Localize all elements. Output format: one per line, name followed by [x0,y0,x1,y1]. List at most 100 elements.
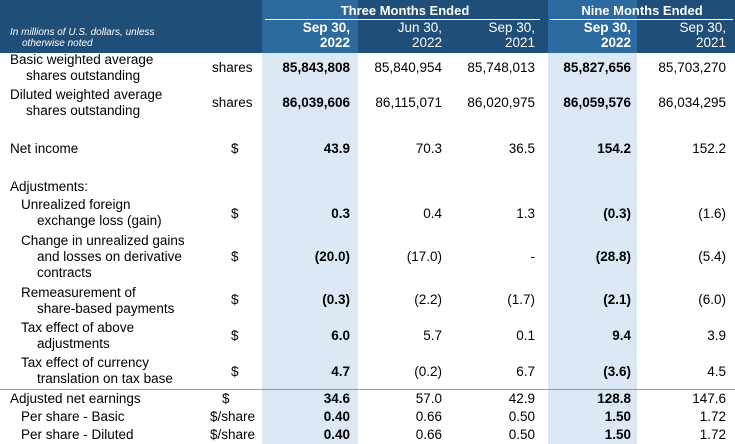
row-unit: $/share [210,427,256,442]
row-label: translation on tax base [37,371,173,386]
row-label: Basic weighted average [10,52,154,67]
col-header-2-line2: 2021 [504,35,535,50]
cell-value: 1.50 [604,409,631,424]
cell-value: 42.9 [508,391,535,406]
cell-value: 0.1 [516,328,535,343]
cell-value: (20.0) [314,249,350,264]
cell-value: (1.7) [507,292,535,307]
group-underline-three-months [265,19,540,20]
cell-value: (3.6) [603,364,631,379]
row-label: exchange loss (gain) [37,213,162,228]
col-header-2-line1: Sep 30, [488,20,535,35]
cell-value: 1.3 [516,206,535,221]
row-label: Unrealized foreign [21,197,131,212]
cell-value: 3.9 [707,328,726,343]
row-label: share-based payments [37,301,175,316]
cell-value: 43.9 [323,141,350,156]
col-header-4-line1: Sep 30, [679,20,726,35]
group-header-three-months: Three Months Ended [340,3,470,18]
row-unit: $ [231,292,239,307]
cell-value: 0.50 [508,427,535,442]
cell-value: 152.2 [692,141,726,156]
cell-value: 0.66 [415,427,442,442]
cell-value: 154.2 [597,141,631,156]
cell-value: 86,059,576 [563,95,631,110]
cell-value: (2.2) [414,292,442,307]
row-label: contracts [37,265,92,280]
cell-value: (28.8) [595,249,631,264]
column-band-9m-2022 [548,53,637,444]
row-unit: $ [231,328,239,343]
cell-value: 1.50 [604,427,631,442]
cell-value: 85,703,270 [658,60,726,75]
cell-value: 36.5 [508,141,535,156]
col-header-3-line2: 2022 [600,35,631,50]
cell-value: 85,748,013 [467,60,535,75]
row-label: Net income [10,141,79,156]
cell-value: (0.3) [322,292,350,307]
col-header-3-line1: Sep 30, [583,20,631,35]
row-label: Remeasurement of [21,285,136,300]
cell-value: 1.72 [699,409,726,424]
cell-value: 6.7 [516,364,535,379]
row-label: and losses on derivative [37,249,182,264]
cell-value: 5.7 [423,328,442,343]
cell-value: 70.3 [415,141,442,156]
cell-value: (0.2) [414,364,442,379]
row-unit: $/share [210,409,256,424]
row-unit: $ [231,249,239,264]
cell-value: 0.50 [508,409,535,424]
cell-value: 9.4 [612,328,631,343]
column-band-q3-2022 [262,53,358,444]
col-header-1-line2: 2022 [411,35,442,50]
cell-value: 0.66 [415,409,442,424]
cell-value: 0.3 [331,206,350,221]
row-unit: shares [212,95,253,110]
row-label: Diluted weighted average [10,87,163,102]
cell-value: 86,039,606 [282,95,350,110]
cell-value: 34.6 [323,391,350,406]
col-header-1-line1: Jun 30, [397,20,442,35]
row-label: Tax effect of currency [21,355,150,370]
header-note-line1: In millions of U.S. dollars, unless [10,27,155,38]
cell-value: 1.72 [699,427,726,442]
row-unit: $ [222,391,230,406]
cell-value: 4.5 [707,364,726,379]
row-label: Per share - Diluted [21,427,134,442]
row-unit: $ [231,206,239,221]
cell-value: 85,827,656 [563,60,631,75]
cell-value: (0.3) [603,206,631,221]
cell-value: - [530,249,536,264]
row-unit: $ [231,364,239,379]
cell-value: 86,034,295 [658,95,726,110]
row-label: adjustments [37,336,110,351]
row-label: Adjusted net earnings [10,391,141,406]
cell-value: (5.4) [698,249,726,264]
cell-value: 4.7 [331,364,350,379]
cell-value: 6.0 [331,328,350,343]
row-label: shares outstanding [26,68,141,83]
col-header-0-line1: Sep 30, [302,20,350,35]
section-heading-adjustments: Adjustments: [10,179,89,194]
row-label: Change in unrealized gains [21,233,185,248]
cell-value: 57.0 [415,391,442,406]
cell-value: 0.40 [323,427,350,442]
cell-value: 128.8 [597,391,631,406]
cell-value: 0.40 [323,409,350,424]
cell-value: (17.0) [406,249,442,264]
col-header-4-line2: 2021 [695,35,726,50]
cell-value: 86,115,071 [375,95,442,110]
cell-value: (1.6) [698,206,726,221]
row-label: Per share - Basic [21,409,125,424]
cell-value: 147.6 [692,391,726,406]
header-highlight-9m-2022 [548,0,637,53]
cell-value: 86,020,975 [467,95,535,110]
group-underline-nine-months [550,19,733,20]
header-highlight-q3-2022 [262,0,358,53]
cell-value: 85,843,808 [282,60,350,75]
row-unit: $ [231,141,239,156]
header-note-line2: otherwise noted [22,38,93,49]
col-header-0-line2: 2022 [319,35,350,50]
cell-value: 0.4 [423,206,442,221]
row-label: Tax effect of above [21,320,135,335]
